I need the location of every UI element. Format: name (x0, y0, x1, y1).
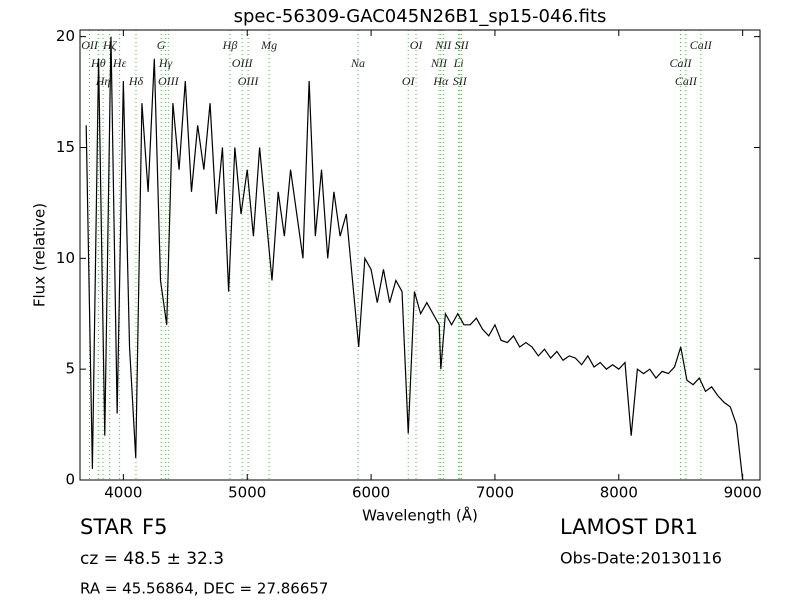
spectral-line-label: Hη (95, 74, 111, 88)
subclass: F5 (142, 515, 167, 539)
spectral-line-label: OIII (238, 74, 260, 88)
y-tick-label: 5 (65, 360, 75, 378)
spectral-line-label: OIII (158, 74, 180, 88)
y-tick-label: 10 (56, 249, 75, 267)
spectral-line-label: Na (350, 56, 365, 70)
spectral-line-label: NII (434, 38, 452, 52)
redshift: cz = 48.5 ± 32.3 (80, 549, 224, 569)
spectral-line-label: CaII (675, 74, 698, 88)
spectral-line-label: OI (402, 74, 416, 88)
x-axis-label: Wavelength (Å) (362, 506, 478, 525)
survey: LAMOST DR1 (560, 515, 698, 539)
spectral-line-label: Hζ (102, 38, 118, 52)
spectral-line-label: Mg (260, 38, 277, 52)
spectral-line-label: Hα (432, 74, 449, 88)
obs-date: Obs-Date:20130116 (560, 549, 722, 568)
object-class: STAR (80, 515, 133, 539)
y-tick-label: 15 (56, 138, 75, 156)
chart-title: spec-56309-GAC045N26B1_sp15-046.fits (234, 6, 607, 27)
spectrum-line (85, 36, 744, 480)
spectral-line-label: SII (453, 74, 468, 88)
spectral-line-label: OI (410, 38, 424, 52)
x-tick-label: 7000 (476, 484, 514, 502)
spectral-line-label: CaII (690, 38, 713, 52)
x-tick-label: 9000 (724, 484, 762, 502)
spectral-line-label: Li (453, 56, 464, 70)
spectral-line-label: SII (455, 38, 470, 52)
spectral-line-label: Hβ (222, 38, 238, 52)
spectral-line-label: Hγ (158, 56, 173, 70)
y-axis-label: Flux (relative) (31, 203, 49, 307)
x-tick-label: 6000 (352, 484, 390, 502)
spectral-line-label: Hε (112, 56, 127, 70)
x-tick-label: 8000 (600, 484, 638, 502)
spectral-line-label: Hδ (128, 74, 144, 88)
spectral-line-label: OII (81, 38, 99, 52)
x-tick-label: 4000 (104, 484, 142, 502)
coordinates: RA = 45.56864, DEC = 27.86657 (80, 580, 328, 598)
spectral-line-label: OIII (232, 56, 254, 70)
spectral-line-label: Hθ (90, 56, 106, 70)
spectral-line-label: CaII (669, 56, 692, 70)
spectral-line-label: NII (430, 56, 448, 70)
plot-frame (79, 29, 761, 481)
spectral-line-label: G (157, 38, 166, 52)
x-tick-label: 5000 (228, 484, 266, 502)
y-tick-label: 0 (65, 471, 75, 489)
y-tick-label: 20 (56, 27, 75, 45)
